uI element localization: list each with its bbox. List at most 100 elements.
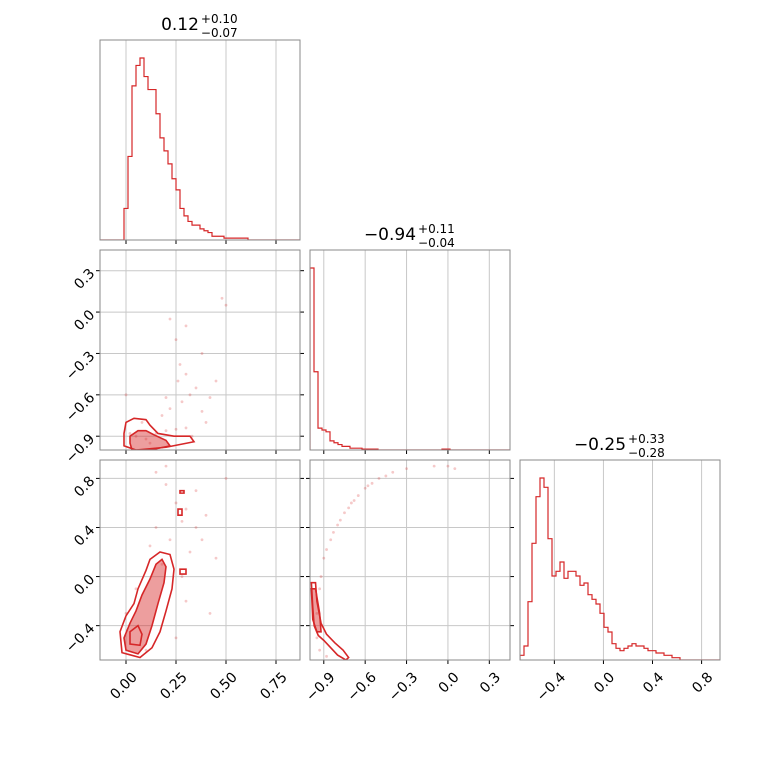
scatter-point <box>148 441 152 445</box>
scatter-point <box>188 550 192 554</box>
panel-2-1 <box>306 459 514 664</box>
panel-frame <box>99 249 301 451</box>
scatter-point <box>168 538 172 542</box>
scatter-point <box>200 409 204 413</box>
y-tick-label: −0.4 <box>63 621 98 656</box>
panel-frame <box>309 249 511 451</box>
x-tick-label: 0.00 <box>107 669 140 702</box>
title-lower-error: −0.07 <box>201 26 238 40</box>
y-tick-label: −0.6 <box>63 390 98 425</box>
scatter-point <box>214 556 218 560</box>
panel-1-0 <box>96 249 304 454</box>
scatter-point <box>366 484 370 488</box>
panel-0-0: 0.12 +0.10−0.07 <box>99 12 301 244</box>
scatter-point <box>405 467 408 470</box>
x-tick-label: 0.0 <box>591 669 618 696</box>
scatter-point <box>140 421 144 424</box>
panel-2-0 <box>96 459 304 664</box>
panel-frame <box>99 39 301 241</box>
scatter-point <box>356 494 360 497</box>
contour-line <box>177 508 183 517</box>
scatter-point <box>164 396 168 399</box>
contour-line <box>179 568 187 575</box>
scatter-point <box>325 654 328 658</box>
scatter-point <box>128 432 132 435</box>
scatter-point <box>200 352 204 355</box>
scatter-point <box>160 562 164 566</box>
x-tick-label: 0.50 <box>207 669 240 702</box>
scatter-point <box>329 538 333 542</box>
title-upper-error: +0.10 <box>201 12 238 26</box>
x-tick-label: 0.0 <box>436 669 463 696</box>
panel-1-1: −0.94 +0.11−0.04 <box>309 222 511 454</box>
title-upper-error: +0.11 <box>418 222 455 236</box>
panel-title: −0.94 <box>364 225 416 245</box>
scatter-point <box>322 556 326 560</box>
scatter-point <box>446 464 450 468</box>
title-upper-error: +0.33 <box>628 432 665 446</box>
scatter-point <box>184 507 188 511</box>
scatter-point <box>391 470 395 474</box>
panel-frame <box>309 459 511 661</box>
scatter-point <box>174 427 178 431</box>
y-tick-label: 0.3 <box>71 266 98 293</box>
scatter-point <box>224 477 228 480</box>
contour-line <box>310 588 322 633</box>
panel-frame <box>99 459 301 661</box>
scatter-point <box>134 434 138 438</box>
scatter-point <box>174 636 178 640</box>
scatter-point <box>154 470 158 474</box>
scatter-point <box>148 544 152 548</box>
scatter-point <box>154 526 158 529</box>
scatter-point <box>343 511 346 515</box>
contour-line <box>123 558 167 655</box>
scatter-point <box>318 587 322 591</box>
contour-line <box>129 624 143 647</box>
scatter-point <box>325 548 328 551</box>
y-tick-label: 0.0 <box>71 307 98 334</box>
scatter-point <box>134 587 138 591</box>
x-tick-label: −0.3 <box>386 669 421 704</box>
scatter-point <box>168 407 172 411</box>
scatter-point <box>184 372 188 376</box>
scatter-point <box>318 648 322 652</box>
contour-fill <box>130 430 170 450</box>
x-tick-label: 0.3 <box>477 669 504 696</box>
scatter-point <box>180 400 184 404</box>
scatter-point <box>208 396 212 399</box>
scatter-point <box>174 338 178 342</box>
scatter-point <box>332 530 335 534</box>
scatter-point <box>164 483 168 486</box>
scatter-point <box>220 296 224 300</box>
y-tick-label: 0.4 <box>71 522 98 549</box>
scatter-point <box>377 477 381 480</box>
scatter-point <box>194 386 198 390</box>
x-tick-label: −0.9 <box>303 669 338 704</box>
x-tick-label: 0.75 <box>257 669 290 702</box>
scatter-point <box>124 393 128 397</box>
scatter-point <box>200 538 204 542</box>
scatter-point <box>453 467 457 470</box>
scatter-point <box>144 437 148 441</box>
scatter-point <box>315 611 319 615</box>
scatter-point <box>347 506 351 510</box>
scatter-point <box>224 303 228 307</box>
y-tick-label: −0.3 <box>63 348 98 383</box>
scatter-point <box>178 363 182 366</box>
x-tick-label: −0.6 <box>345 669 380 704</box>
scatter-point <box>204 513 208 517</box>
histogram-series <box>100 57 300 240</box>
scatter-point <box>338 518 342 522</box>
x-tick-label: 0.8 <box>689 669 716 696</box>
y-tick-label: 0.8 <box>71 473 98 500</box>
histogram-series <box>520 477 720 660</box>
scatter-point <box>180 575 184 578</box>
scatter-point <box>194 526 198 529</box>
panel-title: 0.12 <box>161 15 199 35</box>
scatter-point <box>184 324 188 328</box>
x-tick-label: 0.25 <box>157 669 190 702</box>
panel-2-2: −0.25 +0.33−0.28 <box>519 432 721 664</box>
scatter-point <box>160 414 164 417</box>
y-tick-label: −0.9 <box>63 431 98 466</box>
